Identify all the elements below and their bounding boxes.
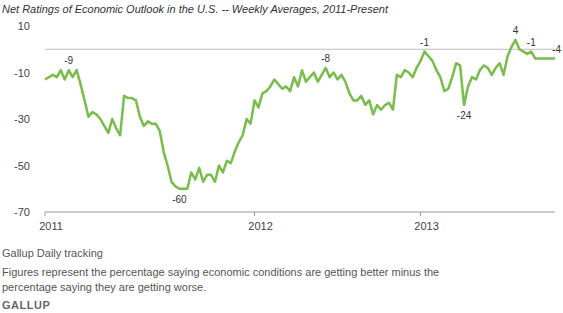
y-tick-label: -70 (14, 206, 30, 218)
y-tick-label: 10 (18, 20, 30, 32)
annotation: -24 (457, 110, 472, 121)
annotation: -60 (172, 194, 187, 205)
x-tick-label: 2013 (414, 220, 438, 232)
annotation: -9 (64, 55, 73, 66)
note: Figures represent the percentage saying … (2, 266, 439, 278)
logo: GALLUP (2, 299, 50, 311)
x-tick (45, 212, 46, 216)
annotation: -4 (552, 44, 561, 55)
line-series (45, 40, 555, 189)
annotation: -1 (527, 37, 536, 48)
y-tick-label: -50 (14, 160, 30, 172)
note: percentage saying they are getting worse… (2, 281, 206, 293)
annotation: 4 (513, 25, 519, 36)
y-tick-label: -10 (14, 67, 30, 79)
plot-area (45, 40, 555, 189)
x-tick-label: 2011 (39, 220, 63, 232)
note: Gallup Daily tracking (2, 247, 103, 259)
annotation: -1 (420, 37, 429, 48)
annotation: -8 (321, 53, 330, 64)
x-axis (45, 212, 555, 213)
x-tick (254, 212, 255, 216)
x-tick (420, 212, 421, 216)
x-tick-label: 2012 (248, 220, 272, 232)
chart: Net Ratings of Economic Outlook in the U… (0, 0, 563, 313)
baseline (45, 49, 555, 50)
y-tick-label: -30 (14, 113, 30, 125)
title: Net Ratings of Economic Outlook in the U… (2, 3, 389, 15)
